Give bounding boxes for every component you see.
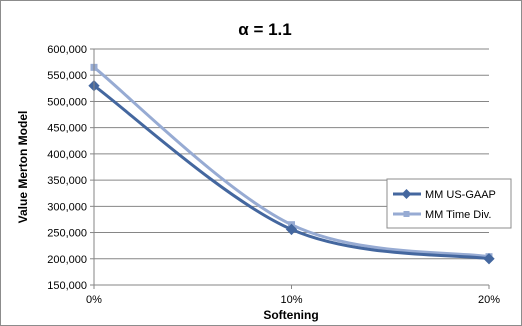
data-point-marker	[483, 253, 495, 265]
legend-label: MM Time Div.	[425, 209, 491, 221]
legend-marker	[401, 189, 412, 199]
y-tick-label: 300,000	[47, 201, 87, 213]
legend: MM US-GAAP MM Time Div.	[386, 178, 512, 229]
y-tick-label: 400,000	[47, 149, 87, 161]
data-point-marker	[285, 223, 298, 236]
legend-marker	[403, 211, 410, 217]
y-tick-label: 350,000	[47, 175, 87, 187]
y-tick-label: 500,000	[47, 96, 87, 108]
x-axis-title: Softening	[263, 308, 318, 322]
chart-title: α = 1.1	[238, 20, 291, 39]
x-tick-label: 10%	[280, 294, 302, 306]
y-tick-label: 550,000	[47, 70, 87, 82]
series-lines	[88, 63, 495, 265]
x-tick-label: 20%	[478, 294, 500, 306]
y-tick-label: 250,000	[47, 228, 87, 240]
y-tick-label: 450,000	[47, 123, 87, 135]
y-axis-tick-labels: 150,000 200,000 250,000 300,000 350,000 400,0…	[47, 44, 87, 292]
x-tick-label: 0%	[86, 294, 102, 306]
y-tick-label: 600,000	[47, 44, 87, 56]
x-axis-tick-labels: 0% 10% 20%	[86, 294, 500, 306]
legend-label: MM US-GAAP	[425, 189, 496, 201]
legend-box	[386, 178, 512, 229]
y-tick-label: 200,000	[47, 254, 87, 266]
y-tick-label: 150,000	[47, 280, 87, 292]
y-axis-title: Value Merton Model	[16, 111, 30, 224]
